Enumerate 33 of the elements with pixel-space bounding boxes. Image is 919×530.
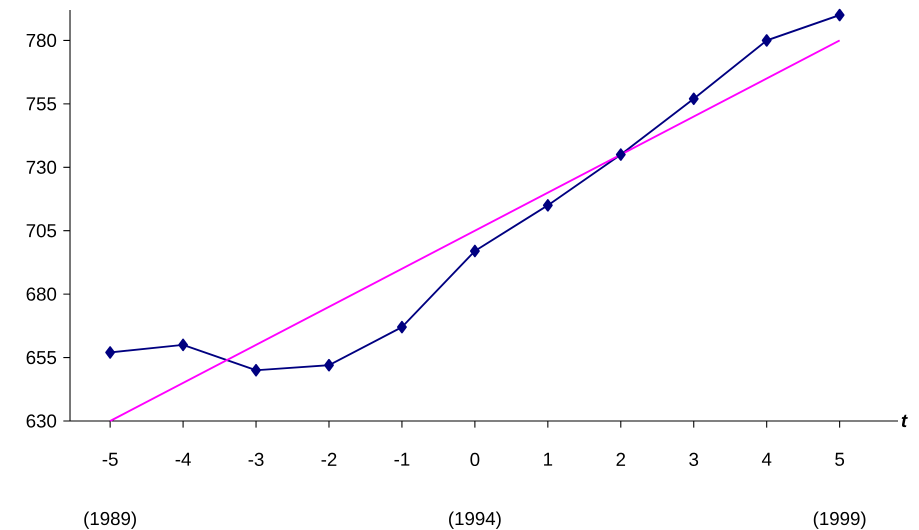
x-tick-label: -2 — [322, 452, 336, 466]
point — [178, 338, 188, 352]
y-tick-label: 705 — [26, 224, 56, 238]
x-tick-label: 5 — [835, 452, 844, 466]
x-tick-label: -4 — [176, 452, 191, 466]
y-tick-label: 680 — [26, 288, 56, 301]
y-tick-label: 755 — [26, 97, 56, 110]
x-tick-label: -5 — [102, 452, 118, 466]
x-tick-label: 2 — [616, 452, 626, 466]
y-tick-label: 780 — [26, 34, 56, 48]
text: (1989) — [84, 511, 136, 529]
point — [470, 244, 480, 258]
point — [688, 92, 699, 106]
x-tick-label: 3 — [689, 452, 698, 466]
point — [105, 346, 116, 359]
point — [762, 34, 772, 47]
x-axis-title: t — [902, 414, 908, 428]
point — [324, 358, 334, 372]
text: (1999) — [814, 511, 866, 529]
x-tick-label: -1 — [394, 452, 410, 466]
x-tick-label: 1 — [544, 452, 552, 466]
x-tick-label: -3 — [248, 452, 264, 466]
point — [542, 199, 553, 212]
point — [251, 364, 261, 377]
y-tick-label: 630 — [26, 414, 56, 428]
x-tick-label: 0 — [470, 452, 480, 466]
point — [834, 8, 845, 22]
y-tick-label: 655 — [26, 350, 56, 364]
point — [616, 148, 626, 161]
y-tick-label: 730 — [26, 160, 56, 174]
x-tick-label: 4 — [762, 452, 772, 466]
text: (1994) — [449, 511, 501, 529]
point — [397, 320, 407, 334]
